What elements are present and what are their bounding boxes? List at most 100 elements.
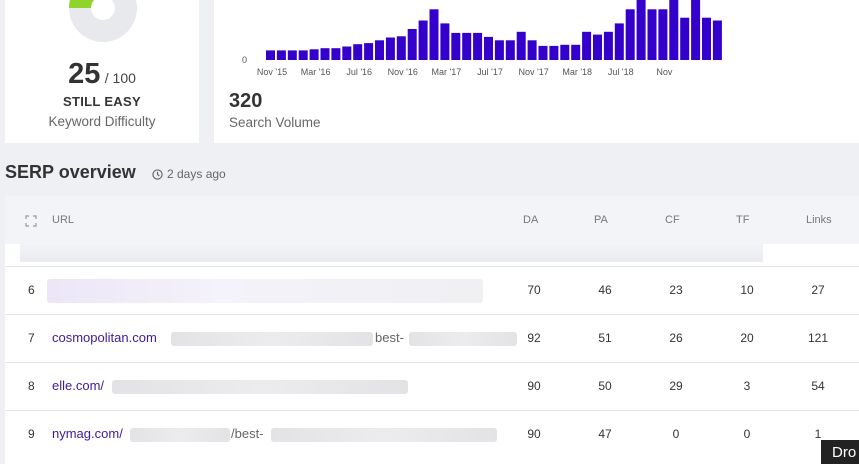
chart-bar[interactable] [407, 29, 417, 60]
chart-bar[interactable] [527, 40, 537, 60]
url-redacted [409, 332, 517, 346]
chart-bar[interactable] [636, 0, 646, 60]
column-header-links[interactable]: Links [806, 214, 832, 226]
column-header-da[interactable]: DA [523, 214, 539, 226]
x-tick-label: Jul '18 [608, 67, 634, 77]
chart-bar[interactable] [385, 37, 395, 61]
serp-table: URL DA PA CF TF Links 6 70 46 23 10 27 7… [5, 196, 859, 464]
chart-bar[interactable] [342, 46, 352, 61]
chart-bar[interactable] [702, 17, 711, 60]
chart-bar[interactable] [364, 43, 374, 60]
chart-bar[interactable] [462, 32, 472, 60]
column-header-pa[interactable]: PA [594, 214, 608, 226]
chart-bar[interactable] [494, 40, 504, 60]
y-tick-label: 0 [242, 55, 247, 65]
chart-bar[interactable] [538, 45, 548, 60]
chart-bar[interactable] [614, 23, 624, 60]
chart-bar[interactable] [603, 31, 613, 60]
difficulty-label: Keyword Difficulty [48, 114, 156, 129]
chart-bar[interactable] [309, 49, 319, 60]
row-rank: 7 [28, 331, 35, 345]
serp-overview-title: SERP overview [5, 162, 136, 182]
chart-bar[interactable] [451, 32, 461, 60]
chart-bar[interactable] [266, 50, 275, 60]
table-row: 9 nymag.com/ /best- 90 47 0 0 1 [5, 410, 859, 459]
row-url-domain[interactable]: nymag.com/ [52, 426, 123, 441]
chart-bar[interactable] [276, 50, 286, 60]
chart-bar[interactable] [582, 31, 592, 60]
row-cf: 29 [669, 379, 683, 393]
keyword-difficulty-card: 25 / 100 STILL EASY Keyword Difficulty [5, 0, 199, 143]
x-tick-label: Mar '16 [301, 67, 331, 77]
row-links: 27 [811, 283, 825, 297]
row-tf: 10 [740, 283, 754, 297]
chart-bar[interactable] [691, 0, 701, 60]
chart-bar[interactable] [473, 32, 483, 60]
gauge-track [69, 0, 137, 42]
search-volume-chart: 0 Nov '15 Mar '16 Jul '16 Nov '16 Mar '17 Jul … [242, 0, 722, 77]
chart-bar[interactable] [353, 44, 363, 60]
chart-bar[interactable] [549, 45, 559, 60]
x-tick-label: Nov '17 [518, 67, 548, 77]
column-header-cf[interactable]: CF [665, 214, 680, 226]
drop-tab[interactable]: Dro [821, 440, 859, 464]
row-tf: 20 [740, 331, 754, 345]
serp-timestamp-text: 2 days ago [167, 167, 226, 181]
row-url-domain[interactable]: cosmopolitan.com [52, 330, 157, 345]
chart-bar[interactable] [331, 48, 341, 60]
row-url-path[interactable]: /best- [231, 426, 264, 441]
row-da: 90 [527, 379, 541, 393]
chart-bar[interactable] [396, 36, 406, 60]
row-links: 1 [814, 427, 822, 441]
chart-bar[interactable] [593, 34, 602, 60]
url-redacted [171, 332, 373, 346]
chart-bar[interactable] [375, 40, 384, 60]
x-tick-label: Jul '17 [477, 67, 503, 77]
row-tf: 0 [743, 427, 751, 441]
chart-bar[interactable] [669, 0, 679, 60]
chart-bar[interactable] [287, 50, 297, 60]
chart-bar[interactable] [298, 50, 308, 60]
search-volume-label: Search Volume [229, 115, 321, 130]
row-cf: 26 [669, 331, 683, 345]
column-header-tf[interactable]: TF [736, 214, 750, 226]
search-volume-card: 0 Nov '15 Mar '16 Jul '16 Nov '16 Mar '17 Jul … [214, 0, 859, 143]
url-redacted [130, 428, 230, 442]
chart-bar[interactable] [658, 9, 668, 61]
serp-timestamp: 2 days ago [152, 167, 226, 181]
x-tick-label: Mar '18 [562, 67, 592, 77]
row-pa: 50 [598, 379, 612, 393]
chart-bar[interactable] [680, 17, 690, 60]
chart-bar[interactable] [571, 44, 581, 60]
chart-bar[interactable] [484, 36, 493, 60]
row-links: 121 [807, 331, 829, 345]
chart-bar[interactable] [625, 9, 635, 61]
row-links: 54 [811, 379, 825, 393]
chart-bar[interactable] [418, 20, 428, 61]
row-url-path[interactable]: best- [375, 330, 404, 345]
row-rank: 9 [28, 427, 35, 441]
row-url-domain[interactable]: elle.com/ [52, 378, 105, 393]
row-cf: 0 [672, 427, 680, 441]
difficulty-score-max: / 100 [104, 70, 136, 86]
chart-bar[interactable] [429, 9, 439, 61]
expand-icon[interactable] [25, 215, 37, 227]
row-rank: 8 [28, 379, 35, 393]
url-redacted [112, 380, 408, 394]
url-redacted[interactable] [47, 279, 483, 303]
chart-bar[interactable] [320, 48, 330, 60]
chart-bar[interactable] [560, 44, 570, 60]
x-tick-label: Mar '17 [432, 67, 462, 77]
table-row-partial [20, 244, 763, 262]
chart-bar[interactable] [505, 40, 515, 60]
chart-bar[interactable] [647, 9, 657, 61]
difficulty-gauge [69, 0, 137, 42]
row-da: 90 [527, 427, 541, 441]
chart-bar[interactable] [516, 31, 526, 60]
search-volume-value: 320 [229, 90, 263, 112]
chart-bar[interactable] [440, 23, 450, 60]
difficulty-score-value: 25 [68, 58, 101, 90]
chart-bar[interactable] [712, 20, 722, 61]
column-header-url[interactable]: URL [52, 214, 75, 226]
table-row: 7 cosmopolitan.com best- 92 51 26 20 121 [5, 314, 859, 363]
